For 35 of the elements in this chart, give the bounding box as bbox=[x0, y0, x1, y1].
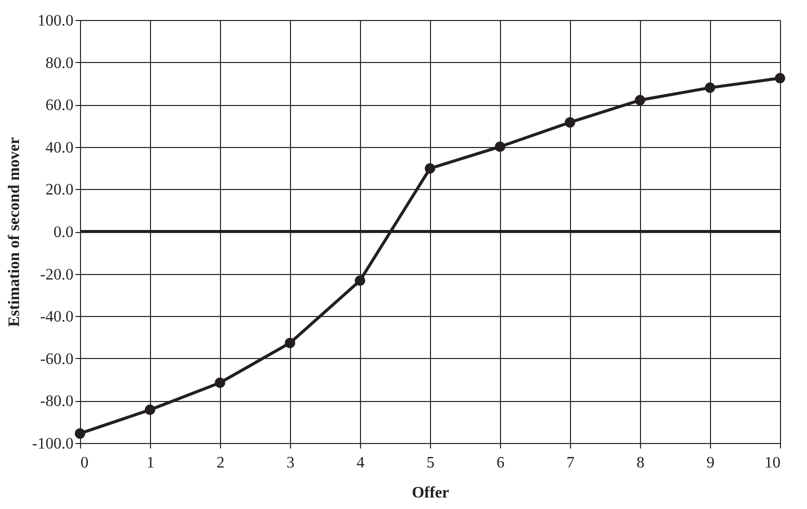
y-tick-label: 80.0 bbox=[46, 54, 74, 72]
y-tick-label: -60.0 bbox=[40, 350, 74, 368]
x-tick-label: 0 bbox=[80, 454, 88, 472]
x-axis-title: Offer bbox=[412, 484, 450, 502]
point bbox=[74, 428, 86, 439]
x-tick-label: 1 bbox=[146, 454, 154, 472]
point bbox=[214, 377, 226, 388]
x-tick-label: 5 bbox=[426, 454, 434, 472]
x-tick-label: 9 bbox=[706, 454, 714, 472]
x-tick-label: 4 bbox=[356, 454, 364, 472]
y-tick-label: -40.0 bbox=[40, 308, 74, 326]
x-tick-label: 3 bbox=[286, 454, 294, 472]
x-tick-label: 10 bbox=[764, 454, 780, 472]
y-tick-label: -20.0 bbox=[40, 266, 74, 284]
point bbox=[494, 141, 506, 152]
x-tick-label: 7 bbox=[566, 454, 574, 472]
y-tick-label: -100.0 bbox=[32, 436, 74, 452]
x-tick-label: 8 bbox=[636, 454, 644, 472]
point bbox=[704, 82, 716, 93]
point bbox=[144, 404, 156, 416]
point bbox=[634, 94, 646, 106]
y-tick-label: 0.0 bbox=[54, 224, 74, 241]
point bbox=[564, 117, 576, 128]
point bbox=[424, 163, 436, 174]
point bbox=[354, 275, 366, 286]
y-tick-label: -80.0 bbox=[40, 393, 74, 410]
y-tick-label: 40.0 bbox=[46, 139, 74, 156]
point bbox=[284, 338, 296, 348]
x-tick-label: 2 bbox=[216, 454, 224, 472]
y-tick-label: 100.0 bbox=[38, 12, 74, 30]
y-tick-label: 60.0 bbox=[46, 97, 74, 114]
x-tick-label: 6 bbox=[496, 454, 504, 472]
y-axis-title: Estimation of second mover bbox=[6, 137, 24, 327]
point bbox=[774, 72, 786, 84]
y-tick-label: 20.0 bbox=[46, 182, 74, 199]
